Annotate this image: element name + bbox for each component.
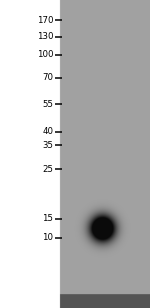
Text: 170: 170: [37, 15, 53, 25]
Text: 70: 70: [42, 73, 53, 83]
Text: 10: 10: [42, 233, 53, 242]
Text: 100: 100: [37, 50, 53, 59]
Text: 35: 35: [42, 141, 53, 150]
Text: 130: 130: [37, 32, 53, 42]
Text: 40: 40: [42, 127, 53, 136]
Text: 25: 25: [42, 165, 53, 174]
Text: 15: 15: [42, 214, 53, 223]
FancyBboxPatch shape: [0, 0, 58, 308]
Text: 55: 55: [42, 99, 53, 109]
